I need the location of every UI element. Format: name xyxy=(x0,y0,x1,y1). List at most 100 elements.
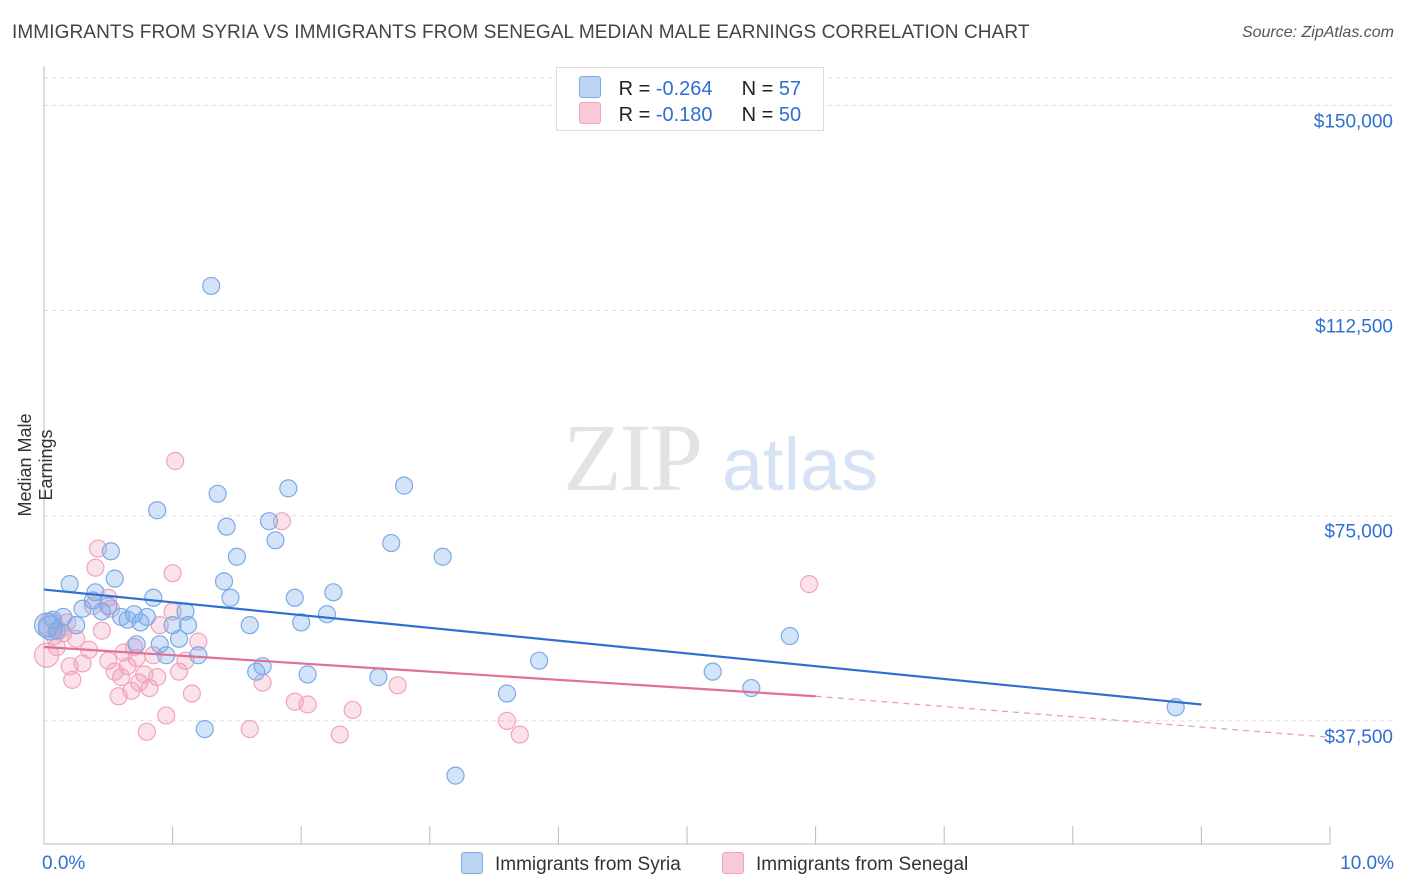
syria-r-value: -0.264 xyxy=(655,78,713,100)
x-tick-label-max: 10.0% xyxy=(1340,853,1394,874)
syria-point xyxy=(497,684,517,703)
syria-point xyxy=(60,575,79,594)
syria-point xyxy=(292,613,311,632)
syria-point xyxy=(127,635,146,654)
syria-point xyxy=(144,588,163,607)
syria-point xyxy=(324,583,343,602)
syria-point xyxy=(703,662,722,681)
bottom-senegal-label: Immigrants from Senegal xyxy=(756,854,969,875)
syria-point xyxy=(227,547,246,566)
syria-point xyxy=(240,616,259,635)
watermark: ZIP atlas xyxy=(563,404,878,511)
senegal-point xyxy=(800,575,819,594)
y-tick-label: $37,500 xyxy=(1324,727,1393,748)
syria-point xyxy=(266,531,285,550)
senegal-point xyxy=(163,564,182,583)
senegal-n-value: 50 xyxy=(778,104,802,126)
syria-point xyxy=(202,276,221,296)
syria-n-label: N = xyxy=(741,78,779,100)
senegal-point xyxy=(63,670,82,689)
y-tick-labels: $37,500 $75,000 $112,500 $150,000 xyxy=(1314,111,1393,748)
senegal-point xyxy=(169,662,189,681)
bottom-legend-syria: Immigrants from Syria xyxy=(461,852,681,876)
syria-point xyxy=(298,665,317,684)
syria-point xyxy=(99,596,118,616)
syria-point xyxy=(382,533,401,553)
senegal-trend-extension xyxy=(815,695,1331,738)
senegal-point xyxy=(150,616,169,635)
senegal-point xyxy=(510,725,529,744)
y-tick-label: $75,000 xyxy=(1324,522,1393,543)
senegal-point xyxy=(124,637,144,657)
syria-trend-line xyxy=(43,588,1202,706)
syria-point xyxy=(105,569,124,588)
source-label: Source: ZipAtlas.com xyxy=(1241,24,1394,41)
bottom-senegal-swatch xyxy=(722,852,744,874)
x-tick-label-min: 0.0% xyxy=(42,853,85,874)
y-tick-label: $112,500 xyxy=(1315,317,1393,338)
senegal-r-label: R = xyxy=(618,104,656,126)
syria-point xyxy=(137,607,156,627)
senegal-point xyxy=(83,596,102,616)
senegal-point xyxy=(298,695,317,714)
senegal-point xyxy=(272,512,292,531)
syria-point xyxy=(446,766,465,785)
bottom-legend-senegal: Immigrants from Senegal xyxy=(722,852,968,876)
chart-title: IMMIGRANTS FROM SYRIA VS IMMIGRANTS FROM… xyxy=(12,22,1030,43)
senegal-point xyxy=(86,558,105,577)
syria-point xyxy=(150,635,169,654)
syria-point xyxy=(214,572,234,591)
syria-n-value: 57 xyxy=(778,78,802,100)
syria-point xyxy=(189,646,208,665)
syria-point xyxy=(195,719,214,739)
syria-point xyxy=(43,610,63,629)
axes xyxy=(43,66,1331,845)
senegal-point xyxy=(137,722,156,741)
syria-point xyxy=(169,629,189,648)
syria-point xyxy=(208,484,227,503)
syria-point xyxy=(148,501,167,520)
senegal-point xyxy=(330,725,349,744)
senegal-point xyxy=(182,684,201,703)
syria-point xyxy=(101,542,120,561)
syria-point xyxy=(178,616,198,635)
syria-r-label: R = xyxy=(618,78,656,100)
watermark-atlas: atlas xyxy=(722,423,878,506)
syria-point xyxy=(285,588,304,607)
syria-point xyxy=(86,583,105,602)
syria-point xyxy=(742,678,761,698)
trend-lines xyxy=(43,588,1331,738)
senegal-point xyxy=(343,700,362,720)
y-axis-title: Median Male Earnings xyxy=(15,413,56,517)
syria-point xyxy=(221,588,240,607)
y-tick-label: $150,000 xyxy=(1314,111,1393,132)
syria-point xyxy=(279,479,298,498)
x-tick-labels: 0.0% 10.0% xyxy=(42,853,1394,874)
senegal-point xyxy=(497,711,517,730)
legend-row-senegal: R = -0.180 N = 50 xyxy=(579,102,801,126)
syria-point xyxy=(780,626,799,646)
senegal-point xyxy=(166,451,185,471)
senegal-point xyxy=(92,621,111,640)
senegal-point xyxy=(157,706,176,725)
syria-point xyxy=(394,476,414,495)
syria-point xyxy=(369,668,388,687)
syria-point xyxy=(259,512,279,531)
syria-point xyxy=(433,547,452,566)
bottom-syria-swatch xyxy=(461,852,483,874)
correlation-legend: R = -0.264 N = 57 R = -0.180 N = 50 xyxy=(556,67,824,131)
syria-points xyxy=(33,276,1185,785)
senegal-point xyxy=(67,629,86,648)
senegal-trend-line xyxy=(43,645,816,698)
senegal-point xyxy=(112,668,131,687)
watermark-zip: ZIP xyxy=(563,404,701,511)
senegal-point xyxy=(388,676,407,695)
senegal-n-label: N = xyxy=(741,104,779,126)
syria-point xyxy=(54,607,73,627)
syria-point xyxy=(530,651,549,670)
senegal-point xyxy=(240,719,259,739)
syria-point xyxy=(317,605,337,624)
syria-swatch xyxy=(579,76,601,98)
syria-point xyxy=(67,616,86,635)
